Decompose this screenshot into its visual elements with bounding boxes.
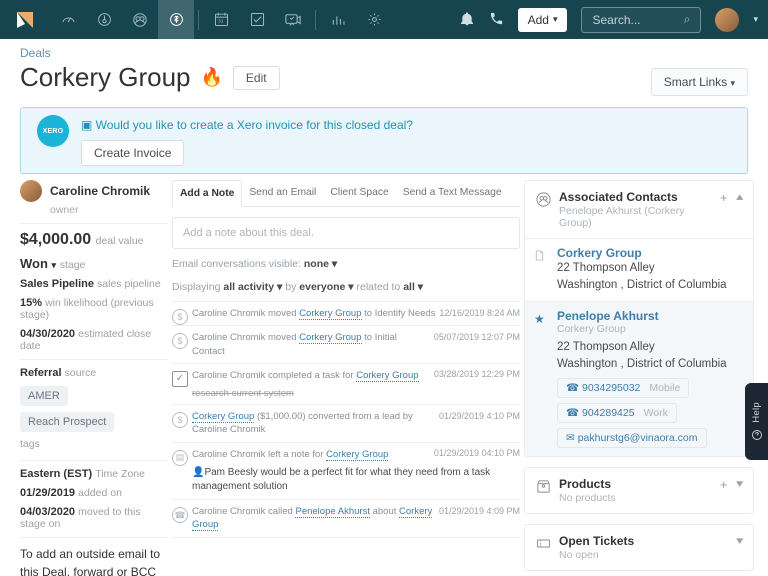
svg-text:31: 31 bbox=[217, 18, 223, 24]
